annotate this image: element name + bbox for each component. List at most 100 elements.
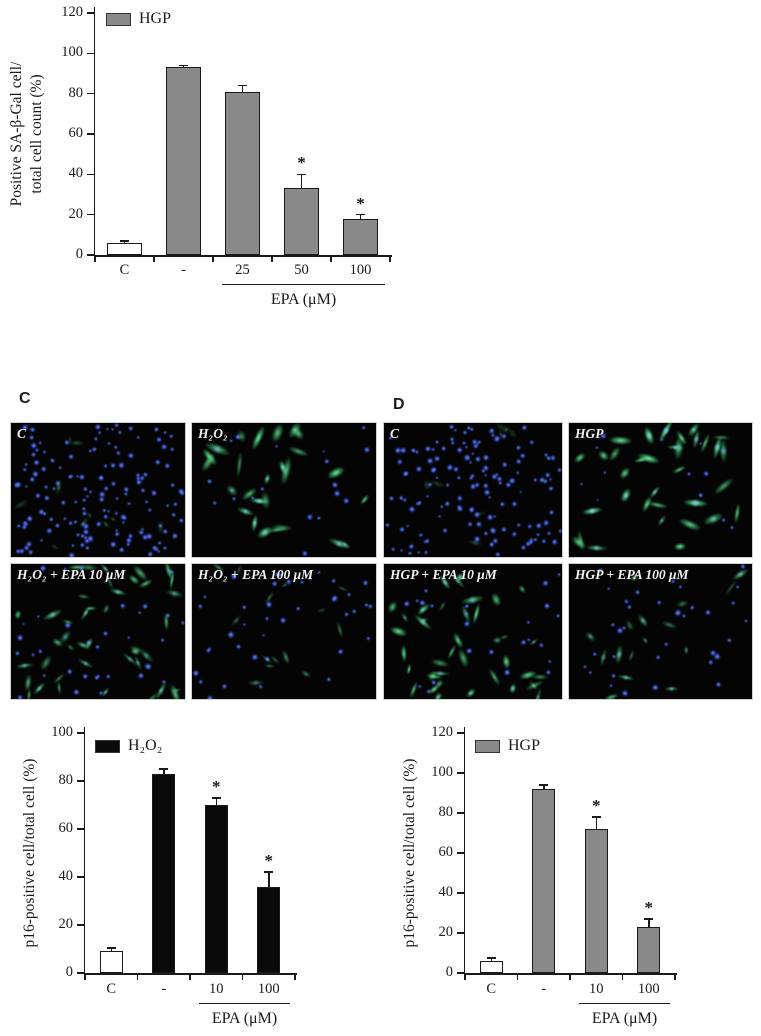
cell-nucleus-blue [103,484,110,491]
cell-green [11,497,30,512]
cell-nucleus-blue [520,423,529,432]
cell-nucleus-blue [437,514,442,519]
cell-nucleus-blue [337,648,344,655]
cell-green [335,620,345,639]
cell-nucleus-blue [31,470,40,479]
y-axis-tick [87,254,94,256]
cell-nucleus-blue [407,505,417,515]
cell-nucleus-blue [332,488,343,499]
cell-green [501,653,512,670]
cell-nucleus-blue [343,611,351,618]
cell-nucleus-blue [45,526,54,535]
cell-nucleus-blue [456,504,464,513]
cell-nucleus-blue [330,578,337,585]
cell-nucleus-blue [470,451,475,456]
bar- [532,789,556,973]
cell-nucleus-blue [169,447,175,452]
cell-green [40,606,65,623]
legend-swatch [106,12,131,26]
micrograph-d-hgp-epa-100-m: HGP + EPA 100 μM [568,563,753,700]
cell-nucleus-blue [606,586,612,592]
bar-100 [257,886,281,973]
cell-nucleus-blue [30,451,38,459]
cell-nucleus-blue [24,484,29,489]
significance-star: * [644,898,654,917]
cell-nucleus-blue [715,680,723,689]
cell-nucleus-blue [36,614,41,618]
cell-green [489,590,503,608]
cell-nucleus-blue [42,494,51,502]
cell-nucleus-blue [243,623,247,627]
cell-green [164,587,185,600]
cell-green [673,541,687,551]
x-category-label: C [486,981,497,997]
cell-green [681,498,709,509]
cell-green [635,611,651,629]
cell-green [616,673,635,682]
error-bar-cap [179,64,188,67]
cell-green [248,423,269,454]
cell-nucleus-blue [416,550,421,555]
y-tick-label: 80 [68,84,84,101]
cell-nucleus-blue [610,621,617,628]
cell-nucleus-blue [115,496,120,501]
y-axis-tick [87,12,94,14]
cell-nucleus-blue [474,455,483,464]
cell-nucleus-blue [154,435,163,443]
y-tick-label: 60 [58,820,74,837]
cell-green [464,686,479,699]
bar-100 [343,218,378,255]
cell-nucleus-blue [80,672,89,682]
cell-green [50,542,61,551]
cell-nucleus-blue [72,689,81,696]
cell-nucleus-blue [499,501,506,508]
cell-nucleus-blue [77,472,86,481]
cell-nucleus-blue [418,531,424,538]
cell-green [618,486,634,505]
cell-nucleus-blue [621,688,630,698]
cell-nucleus-blue [608,683,614,689]
cell-green [459,593,486,607]
cell-nucleus-blue [110,427,115,432]
cell-green [580,505,604,517]
cell-nucleus-blue [180,619,185,625]
cell-nucleus-blue [687,471,692,476]
cell-nucleus-blue [502,461,508,467]
cell-nucleus-blue [365,636,372,642]
micrograph-c-h-o-epa-100-m: H₂O₂ + EPA 100 μM [191,563,377,700]
cell-nucleus-blue [439,504,445,509]
cell-nucleus-blue [150,489,158,496]
cell-nucleus-blue [109,462,116,469]
cell-nucleus-blue [49,457,55,464]
y-axis-line [463,727,466,973]
cell-green [675,598,690,609]
cell-nucleus-blue [113,443,119,450]
cell-nucleus-blue [53,522,61,530]
x-axis-tick [189,974,191,980]
y-tick-label: 40 [58,868,74,885]
cell-nucleus-blue [532,477,539,484]
cell-green [507,682,518,696]
cell-nucleus-blue [42,449,47,454]
y-axis-tick [87,213,94,216]
x-axis-tick [621,974,624,980]
cell-nucleus-blue [154,459,162,466]
cell-nucleus-blue [580,482,584,487]
cell-nucleus-blue [424,445,432,453]
cell-green [101,603,111,616]
cell-nucleus-blue [94,644,100,650]
cell-nucleus-blue [102,463,109,469]
x-axis-tick [136,974,139,980]
cell-nucleus-blue [160,637,166,643]
cell-nucleus-blue [433,455,441,463]
x-axis-tick [516,974,519,980]
cell-nucleus-blue [468,475,474,481]
cell-green [676,515,704,534]
cell-nucleus-blue [583,664,588,670]
treatment-group-label: EPA (μM) [270,291,337,308]
y-axis-tick [77,828,84,830]
cell-nucleus-blue [485,513,495,522]
cell-nucleus-blue [273,444,279,449]
error-bar-cap [120,240,129,242]
cell-nucleus-blue [475,520,483,528]
